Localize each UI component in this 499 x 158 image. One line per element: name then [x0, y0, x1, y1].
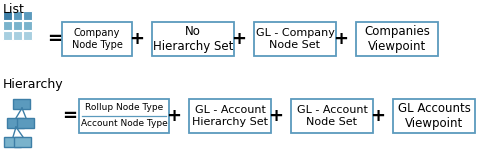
Text: GL - Company
Node Set: GL - Company Node Set	[255, 28, 334, 50]
FancyBboxPatch shape	[189, 99, 271, 133]
Text: +: +	[130, 30, 145, 48]
FancyBboxPatch shape	[14, 137, 31, 146]
FancyBboxPatch shape	[356, 22, 438, 56]
Text: =: =	[62, 107, 77, 125]
FancyBboxPatch shape	[7, 118, 24, 128]
Text: Hierarchy: Hierarchy	[3, 78, 64, 91]
FancyBboxPatch shape	[13, 31, 22, 40]
Text: No
Hierarchy Set: No Hierarchy Set	[153, 25, 233, 53]
FancyBboxPatch shape	[62, 22, 132, 56]
Text: Rollup Node Type: Rollup Node Type	[85, 103, 163, 112]
FancyBboxPatch shape	[23, 31, 32, 40]
FancyBboxPatch shape	[13, 98, 30, 109]
FancyBboxPatch shape	[13, 21, 22, 30]
FancyBboxPatch shape	[291, 99, 373, 133]
Text: +: +	[167, 107, 182, 125]
Text: +: +	[268, 107, 283, 125]
FancyBboxPatch shape	[393, 99, 475, 133]
Text: +: +	[370, 107, 386, 125]
FancyBboxPatch shape	[152, 22, 234, 56]
FancyBboxPatch shape	[3, 11, 12, 20]
Text: Account Node Type: Account Node Type	[81, 119, 167, 128]
FancyBboxPatch shape	[254, 22, 336, 56]
Text: GL Accounts
Viewpoint: GL Accounts Viewpoint	[398, 102, 471, 130]
Text: GL - Account
Node Set: GL - Account Node Set	[296, 105, 367, 127]
Text: =: =	[47, 30, 62, 48]
FancyBboxPatch shape	[13, 11, 22, 20]
Text: +: +	[333, 30, 348, 48]
FancyBboxPatch shape	[79, 99, 169, 133]
FancyBboxPatch shape	[23, 11, 32, 20]
Text: +: +	[232, 30, 247, 48]
FancyBboxPatch shape	[17, 118, 34, 128]
Text: Companies
Viewpoint: Companies Viewpoint	[364, 25, 430, 53]
Text: Company
Node Type: Company Node Type	[71, 28, 122, 50]
FancyBboxPatch shape	[23, 21, 32, 30]
Text: GL - Account
Hierarchy Set: GL - Account Hierarchy Set	[192, 105, 268, 127]
FancyBboxPatch shape	[3, 31, 12, 40]
FancyBboxPatch shape	[4, 137, 21, 146]
FancyBboxPatch shape	[3, 21, 12, 30]
Text: List: List	[3, 3, 25, 16]
